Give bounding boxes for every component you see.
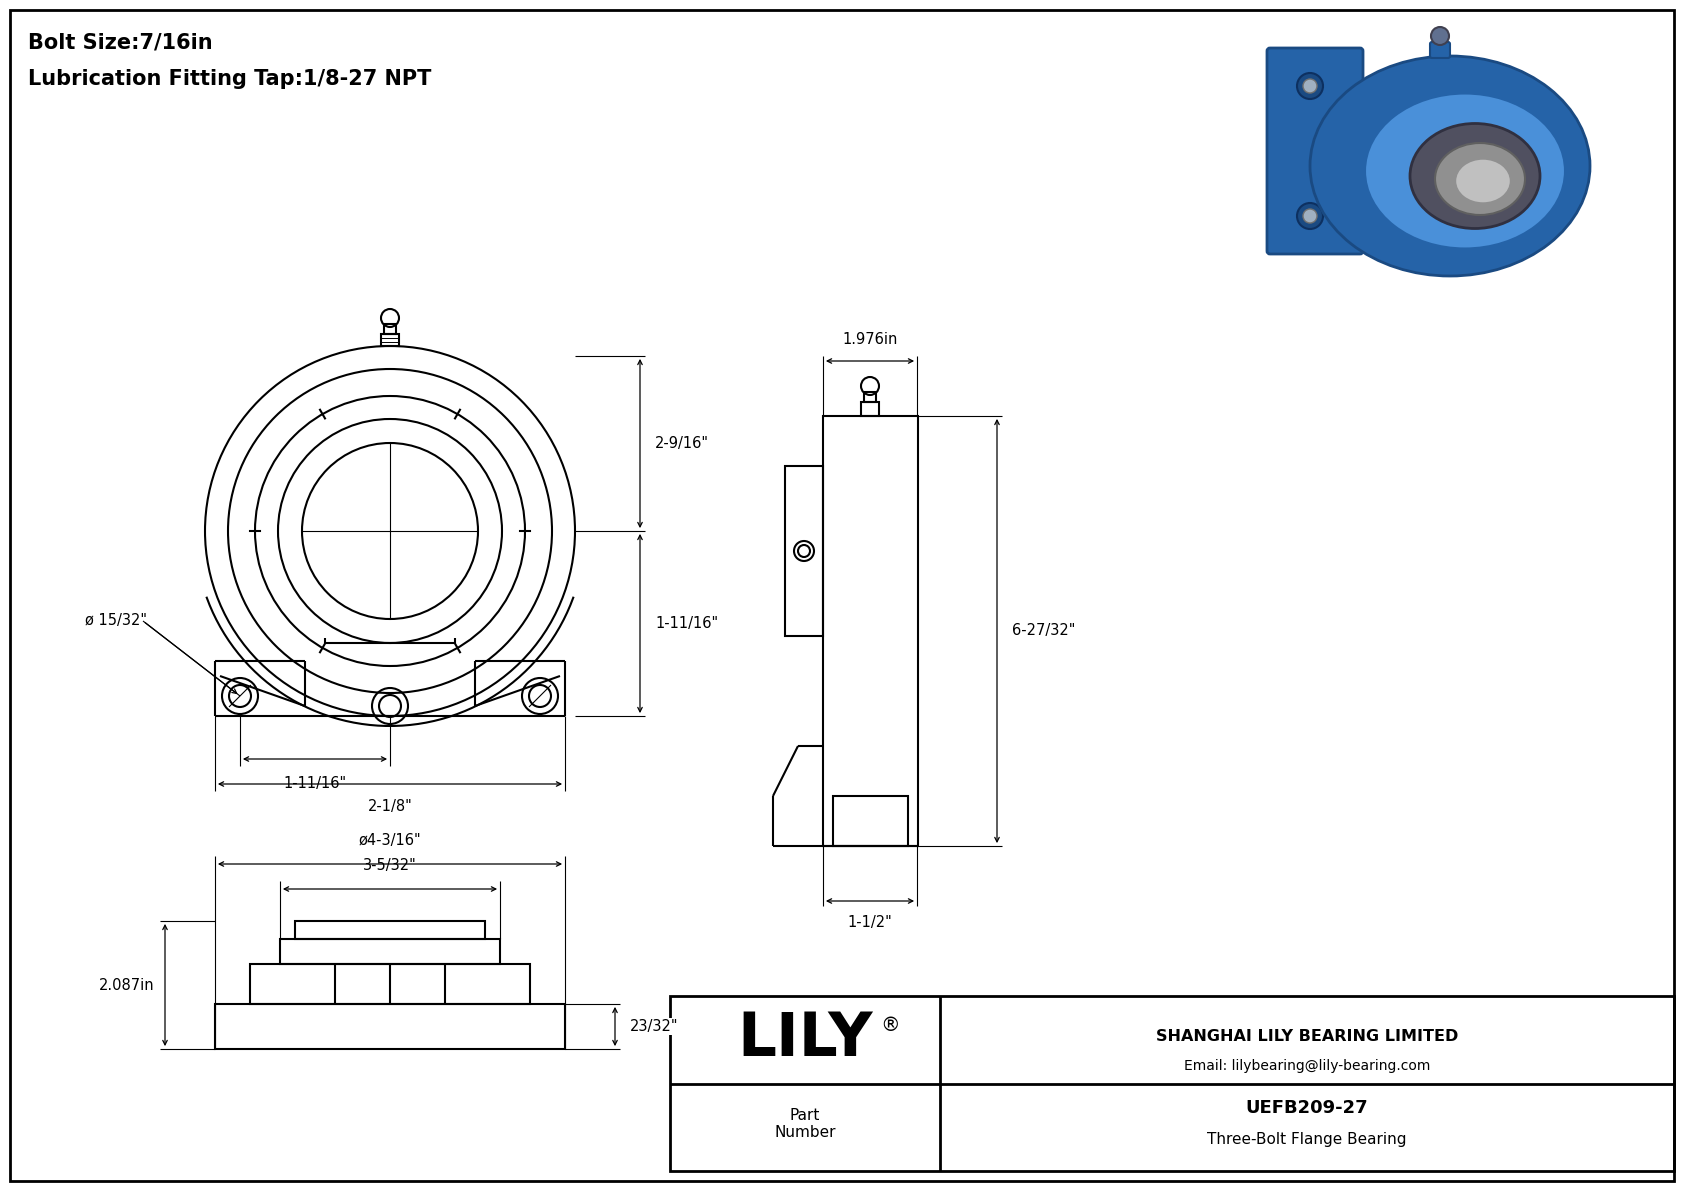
Text: 2-1/8": 2-1/8" [367,799,413,813]
Text: Email: lilybearing@lily-bearing.com: Email: lilybearing@lily-bearing.com [1184,1059,1430,1073]
Text: ø4-3/16": ø4-3/16" [359,833,421,848]
Circle shape [1297,202,1324,229]
Bar [670,996,1674,1171]
Ellipse shape [1310,56,1590,276]
Circle shape [1431,27,1448,45]
Text: Bolt Size:7/16in: Bolt Size:7/16in [29,33,212,54]
Text: 23/32": 23/32" [630,1019,679,1034]
Text: SHANGHAI LILY BEARING LIMITED: SHANGHAI LILY BEARING LIMITED [1155,1029,1458,1043]
Text: Part
Number: Part Number [775,1108,835,1140]
Bar [823,416,918,846]
Circle shape [1303,208,1317,223]
Text: 1-11/16": 1-11/16" [283,777,347,791]
Text: Lubrication Fitting Tap:1/8-27 NPT: Lubrication Fitting Tap:1/8-27 NPT [29,69,431,89]
Text: ø 15/32": ø 15/32" [84,613,147,629]
Text: ®: ® [881,1016,899,1035]
Bar [834,796,908,846]
FancyBboxPatch shape [1430,42,1450,58]
FancyBboxPatch shape [1266,48,1362,254]
Ellipse shape [1410,124,1539,229]
Bar [249,964,530,1004]
Text: 3-5/32": 3-5/32" [364,858,418,873]
Bar [216,1004,566,1049]
Text: 1.976in: 1.976in [842,332,898,347]
Text: 2.087in: 2.087in [99,978,155,992]
Text: LILY: LILY [738,1010,872,1070]
Ellipse shape [1366,94,1564,249]
Bar [864,392,876,403]
Bar [861,403,879,416]
Ellipse shape [1435,143,1526,216]
Text: 2-9/16": 2-9/16" [655,436,709,451]
Bar [295,921,485,939]
Circle shape [1303,79,1317,93]
Circle shape [1297,73,1324,99]
Text: 1-11/16": 1-11/16" [655,616,717,631]
Text: UEFB209-27: UEFB209-27 [1246,1099,1369,1117]
Text: Three-Bolt Flange Bearing: Three-Bolt Flange Bearing [1207,1131,1406,1147]
Bar [785,466,823,636]
Text: 1-1/2": 1-1/2" [847,915,893,930]
Bar [381,333,399,347]
Bar [280,939,500,964]
Bar [384,324,396,333]
Text: 6-27/32": 6-27/32" [1012,624,1076,638]
Ellipse shape [1455,160,1511,202]
